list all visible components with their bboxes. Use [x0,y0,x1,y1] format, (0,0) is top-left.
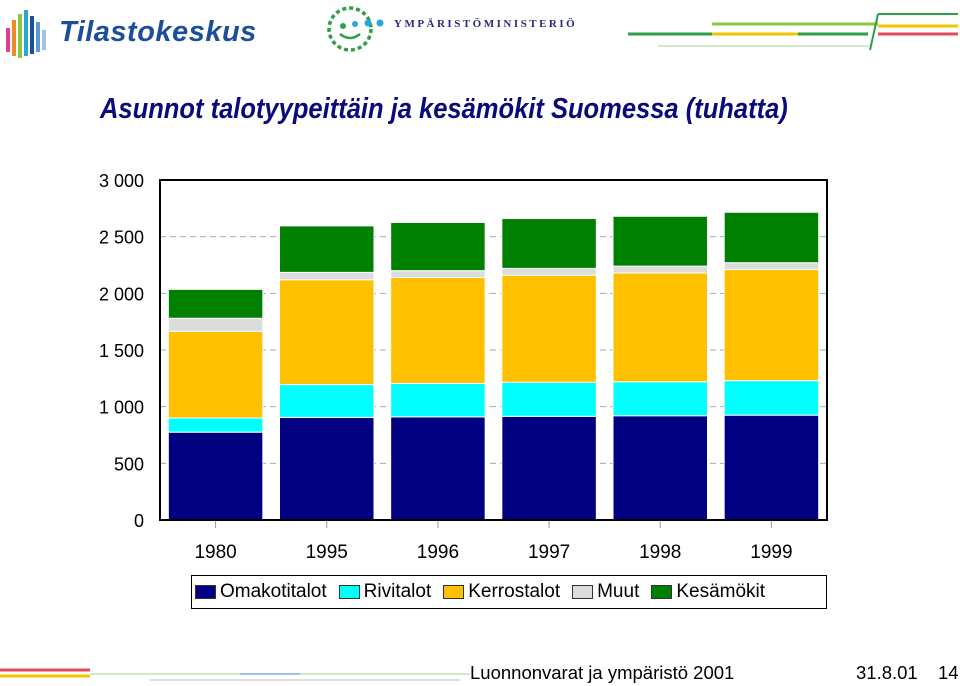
ymparistoministerio-logo-text: YMPÄRISTÖMINISTERIÖ [394,18,578,30]
bar-segment [279,416,375,521]
y-tick-label: 2 000 [99,284,144,304]
tilastokeskus-logo: Tilastokeskus [4,4,256,60]
legend-swatch [195,585,216,599]
bar-segment [167,288,264,319]
bar-segment [723,414,820,521]
x-tick-label: 1999 [750,542,792,563]
bar-segment [167,431,264,521]
x-tick-label: 1995 [306,542,348,563]
bar-segment [612,265,708,274]
bar-segment [723,211,820,264]
x-tick-label: 1996 [417,542,459,563]
legend-item-omakotitalot: Omakotitalot [195,581,327,603]
header-decoration [628,13,958,51]
footer-text: Luonnonvarat ja ympäristö 2001 [470,662,735,683]
bar-segment [390,270,486,278]
footer-decoration [0,668,470,681]
legend-item-kerrostalot: Kerrostalot [443,581,560,603]
bar-segment [279,225,375,273]
legend-item-kesamokit: Kesämökit [651,581,765,603]
legend-label: Rivitalot [363,581,432,602]
chart-title: Asunnot talotyypeittäin ja kesämökit Suo… [100,93,788,125]
bar-segment [501,415,597,521]
legend-label: Muut [597,581,640,602]
bar-segment [612,215,708,267]
bar-segment [501,218,597,269]
bar-segment [723,269,820,382]
bar-segment [501,267,597,276]
y-tick-label: 3 000 [99,171,144,191]
bar-segment [390,382,486,418]
legend-swatch [651,585,673,599]
bar-segment [612,381,708,417]
legend-swatch [338,585,360,599]
bar-segment [390,276,486,384]
y-tick-label: 500 [114,454,144,474]
bar-segment [612,415,708,521]
bar-segment [612,272,708,383]
tilastokeskus-bars-icon [6,10,46,58]
bar-segment [167,417,264,433]
chart-legend: Omakotitalot Rivitalot Kerrostalot Muut … [191,575,827,609]
footer-page-number: 14 [938,662,959,683]
x-tick-label: 1980 [194,542,236,563]
legend-label: Omakotitalot [220,581,327,602]
y-tick-label: 1 000 [99,398,144,418]
plot-frame [159,179,828,521]
legend-label: Kesämökit [676,581,766,602]
bar-segment [167,317,264,332]
legend-swatch [443,585,465,599]
ymparistoministerio-logo: YMPÄRISTÖMINISTERIÖ [322,2,582,58]
x-tick-label: 1998 [639,542,681,563]
header: Tilastokeskus YMPÄRISTÖMINISTERIÖ [0,0,960,62]
bar-segment [723,262,820,271]
bar-segment [279,279,375,386]
legend-item-muut: Muut [572,581,639,603]
footer-date: 31.8.01 [856,662,918,683]
legend-item-rivitalot: Rivitalot [338,581,432,603]
ymparistoministerio-circle-icon [327,6,384,52]
bar-segment [723,380,820,416]
y-tick-label: 1 500 [99,341,144,361]
stacked-bar-chart: 0 500 1 000 1 500 2 000 2 500 3 000 1980 1995 199… [99,171,828,563]
bar-segment [501,274,597,383]
tilastokeskus-logo-text: Tilastokeskus [59,16,257,48]
bar-segment [501,381,597,417]
legend-label: Kerrostalot [468,581,561,602]
x-tick-label: 1997 [528,542,570,563]
bar-segment [279,384,375,418]
y-tick-label: 0 [134,511,144,531]
bar-segment [390,222,486,272]
bar-segment [279,271,375,281]
bar-segment [390,416,486,521]
y-tick-label: 2 500 [99,228,144,248]
bar-segment [167,330,264,419]
legend-swatch [572,585,594,599]
